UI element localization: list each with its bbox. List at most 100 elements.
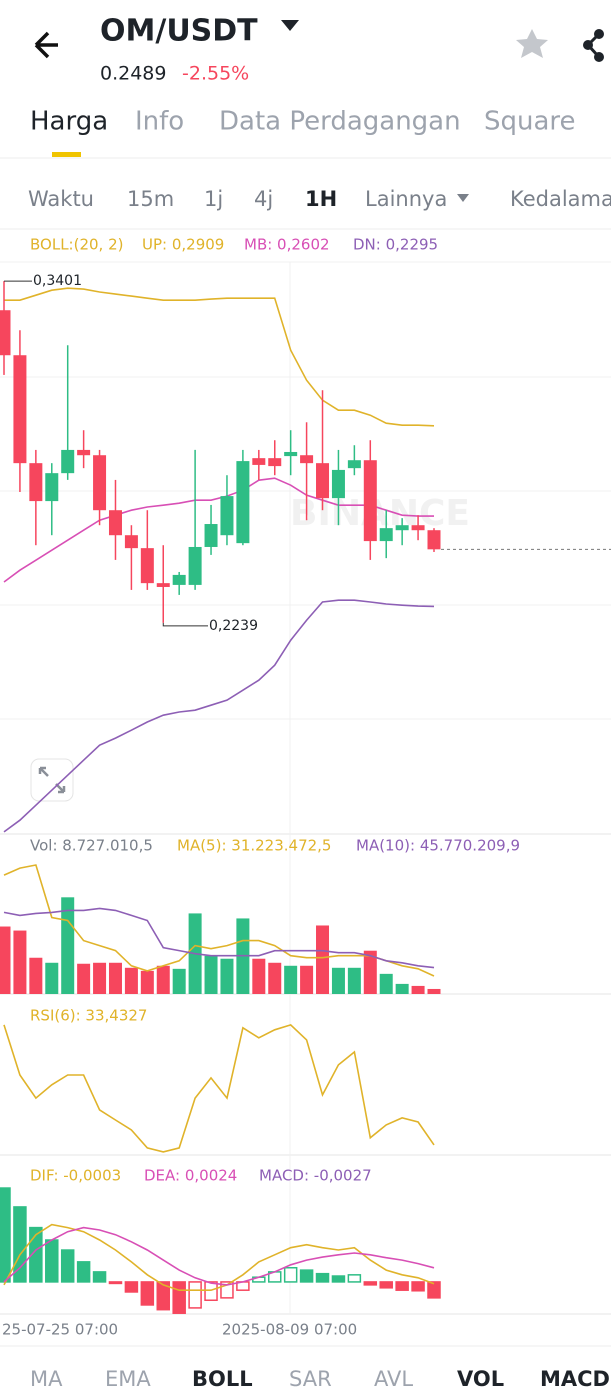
candle-body [220,496,234,536]
dropdown [457,194,469,202]
legend: BOLL:(20, 2) [30,236,123,254]
volume-bar [124,967,138,994]
indicator-tab[interactable]: AVL [374,1367,413,1391]
pair[interactable]: OM/USDT [100,14,258,49]
volume-bar [316,925,330,994]
legend: DIF: -0,0003 [30,1167,121,1185]
interval[interactable]: Kedalaman [510,187,611,211]
volume-bar [93,962,107,994]
interval[interactable]: 1H [305,187,337,211]
dea-line [3,1226,435,1286]
candle-body [124,535,138,549]
macd-bar [299,1269,314,1283]
tab[interactable]: Info [135,107,184,137]
interval[interactable]: Lainnya [365,187,447,211]
macd-bar [363,1281,378,1286]
volume-bar [220,958,234,994]
legend: MA(10): 45.770.209,9 [356,837,520,855]
volume-bar [156,965,170,994]
candle-body [268,458,282,467]
volume-bar [252,958,266,994]
macd-bar [283,1267,298,1283]
back-arrow[interactable] [34,31,58,59]
indicator-tab[interactable]: BOLL [192,1367,253,1391]
candle-body [363,460,377,542]
candle-body [0,310,11,356]
volume-bar [204,955,218,994]
volume-bar [411,985,425,994]
tabs: Harga Info Data Perdagangan Square [30,107,576,137]
interval[interactable]: Waktu [28,187,94,211]
price-label: 0,2239 [209,618,258,634]
volume-bar [331,967,345,994]
volume-bar [61,897,75,994]
tab-indicator [52,152,81,157]
volume-bar [427,988,441,994]
pair-dropdown[interactable] [281,20,299,31]
volume-bar [140,970,154,994]
tab[interactable]: Data Perdagangan [219,107,461,137]
macd-bar [0,1187,11,1283]
macd-bar [60,1249,75,1283]
boll-mb [3,477,434,583]
candle-body [140,548,154,584]
macd-bar [347,1274,362,1283]
macd-bar [379,1281,393,1289]
candle-body [77,449,91,456]
macd-bar [45,1239,59,1283]
macd-bar [395,1281,409,1291]
candle-body [13,355,27,464]
candle-body [300,455,314,464]
interval[interactable]: 15m [127,187,174,211]
favorite[interactable] [516,29,548,58]
indicator-tab[interactable]: VOL [457,1367,504,1391]
candle-body [411,525,425,531]
candle-body [188,546,202,585]
volume-bar [300,965,314,994]
indicator-tab[interactable]: MACD [540,1367,610,1391]
candle-body [252,458,266,465]
interval[interactable]: 4j [254,187,273,211]
candle-body [395,525,409,531]
volume-bar [347,967,361,994]
expand-button[interactable] [30,758,74,802]
volume-bar [108,962,122,994]
interval[interactable]: 1j [204,187,223,211]
legend: DN: 0,2295 [353,236,438,254]
macd-bar [108,1281,123,1285]
share[interactable] [583,29,604,62]
price-label: 0,3401 [33,273,82,289]
macd-legend: DIF: -0,0003 DEA: 0,0024 MACD: -0,0027 [30,1167,372,1185]
indicator-tab[interactable]: MA [30,1367,63,1391]
macd-bar [29,1226,43,1283]
tab[interactable]: Harga [30,107,108,137]
volume-bar [395,983,409,994]
volume-bar [284,965,298,994]
grid [0,261,611,1315]
volume-bar [172,968,186,994]
candle-body [204,524,218,547]
macd-bar [172,1281,186,1314]
macd-bar [13,1206,27,1283]
candle-body [379,528,393,542]
candle-body [108,510,122,536]
indicator-tab[interactable]: SAR [289,1367,332,1391]
candle-body [236,461,250,544]
volume-bar [379,973,393,994]
tab[interactable]: Square [484,107,576,137]
macd-bar [92,1271,107,1283]
legend: UP: 0,2909 [142,236,224,254]
indicator-tab[interactable]: EMA [105,1367,151,1391]
bottom-tabs: MA EMA BOLL SAR AVL VOL MACD [30,1367,610,1391]
candle-body [284,451,298,457]
candle-body [331,469,345,499]
macd-bar [156,1281,171,1311]
vol-legend: Vol: 8.727.010,5 MA(5): 31.223.472,5 MA(… [30,837,520,855]
candle-body [172,574,186,585]
expand-icon [38,766,66,794]
change: -2.55% [182,63,249,85]
date-label: 2025-08-09 07:00 [222,1321,357,1339]
volume-bar [13,930,27,994]
macd-bar [188,1281,202,1309]
volume-bar [268,962,282,994]
